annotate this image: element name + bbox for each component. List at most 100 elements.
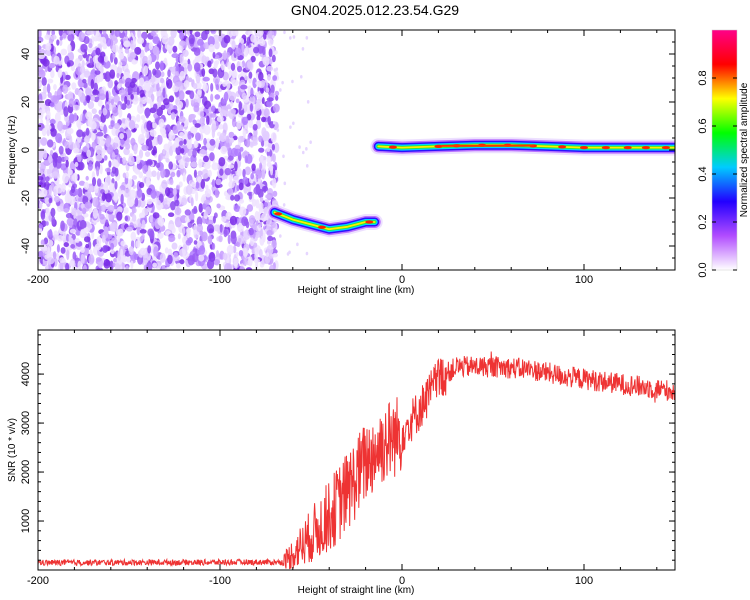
noise-speck <box>66 30 73 35</box>
noise-speck <box>188 77 193 83</box>
noise-speck <box>222 81 227 87</box>
noise-speck <box>142 55 149 66</box>
noise-speck <box>160 77 165 84</box>
noise-speck <box>62 84 69 94</box>
noise-speck <box>151 221 155 228</box>
noise-speck <box>152 122 158 129</box>
noise-speck <box>123 207 129 214</box>
noise-speck <box>164 187 171 197</box>
noise-speck <box>83 245 89 256</box>
noise-speck <box>261 116 266 123</box>
noise-speck <box>229 137 235 143</box>
noise-speck <box>167 212 175 218</box>
noise-speck <box>184 209 191 216</box>
figure-title: GN04.2025.012.23.54.G29 <box>290 2 460 18</box>
noise-speck <box>78 31 85 42</box>
noise-speck <box>193 62 201 72</box>
noise-speck <box>73 147 80 154</box>
noise-speck <box>45 207 50 217</box>
noise-speck <box>159 252 166 263</box>
noise-speck <box>167 36 175 46</box>
noise-speck <box>263 108 270 118</box>
noise-speck <box>120 248 124 258</box>
noise-speck <box>178 140 184 146</box>
noise-speck <box>305 251 309 256</box>
noise-speck <box>80 253 85 264</box>
noise-speck <box>233 148 242 157</box>
noise-speck <box>77 154 82 163</box>
noise-speck <box>80 43 88 53</box>
noise-speck <box>66 217 74 227</box>
noise-speck <box>161 32 169 40</box>
signal-hotspot <box>661 146 670 150</box>
noise-speck <box>62 172 70 184</box>
noise-speck <box>231 40 236 50</box>
noise-speck <box>174 199 180 207</box>
noise-speck <box>186 227 192 234</box>
noise-speck <box>114 180 118 190</box>
noise-speck <box>49 118 56 125</box>
noise-speck <box>118 78 126 85</box>
noise-speck <box>210 93 214 102</box>
noise-speck <box>265 194 271 199</box>
colorbar: 0.0 0.2 0.4 0.6 0.8 Normalized spectral ampl… <box>697 29 750 278</box>
noise-speck <box>221 215 227 222</box>
noise-speck <box>88 240 92 250</box>
noise-speck <box>202 76 210 82</box>
noise-speck <box>242 128 247 139</box>
spectrogram-signal <box>266 137 675 238</box>
noise-speck <box>243 47 248 57</box>
noise-speck <box>146 199 153 205</box>
noise-speck <box>95 154 103 162</box>
noise-speck <box>152 262 157 268</box>
noise-speck <box>140 114 146 121</box>
noise-speck <box>47 257 55 265</box>
noise-speck <box>59 257 66 264</box>
noise-speck <box>87 101 95 109</box>
noise-speck <box>195 132 201 142</box>
x-tick-label: 100 <box>575 274 593 286</box>
noise-speck <box>113 204 118 210</box>
noise-speck <box>263 206 268 215</box>
noise-speck <box>267 235 274 242</box>
noise-speck <box>52 95 60 104</box>
noise-speck <box>57 100 63 111</box>
noise-speck <box>51 30 56 36</box>
noise-speck <box>258 147 265 153</box>
noise-speck <box>69 260 75 267</box>
noise-speck <box>99 164 103 175</box>
noise-speck <box>230 62 236 71</box>
noise-speck <box>219 223 223 233</box>
noise-speck <box>46 110 51 120</box>
noise-speck <box>57 235 64 242</box>
noise-speck <box>249 237 255 247</box>
noise-speck <box>117 83 122 89</box>
noise-speck <box>187 255 195 266</box>
y-tick-label: 2000 <box>20 460 32 484</box>
noise-speck <box>232 175 239 184</box>
noise-speck <box>113 57 118 65</box>
noise-speck <box>171 242 178 250</box>
noise-speck <box>40 188 48 197</box>
noise-speck <box>146 120 153 131</box>
noise-speck <box>152 36 160 45</box>
noise-speck <box>248 191 253 200</box>
noise-speck <box>206 259 215 270</box>
noise-speck <box>170 30 177 39</box>
noise-speck <box>112 142 119 149</box>
noise-speck <box>225 211 232 220</box>
noise-speck <box>85 243 90 249</box>
noise-speck <box>42 150 48 160</box>
noise-speck <box>88 42 93 49</box>
noise-speck <box>90 121 97 130</box>
noise-speck <box>179 53 184 65</box>
noise-speck <box>146 176 150 185</box>
noise-speck <box>125 143 131 150</box>
noise-speck <box>112 262 116 268</box>
noise-speck <box>137 30 142 39</box>
noise-speck <box>61 182 66 193</box>
noise-speck <box>203 162 211 170</box>
noise-speck <box>250 173 255 180</box>
noise-speck <box>88 254 95 265</box>
noise-speck <box>101 192 106 202</box>
